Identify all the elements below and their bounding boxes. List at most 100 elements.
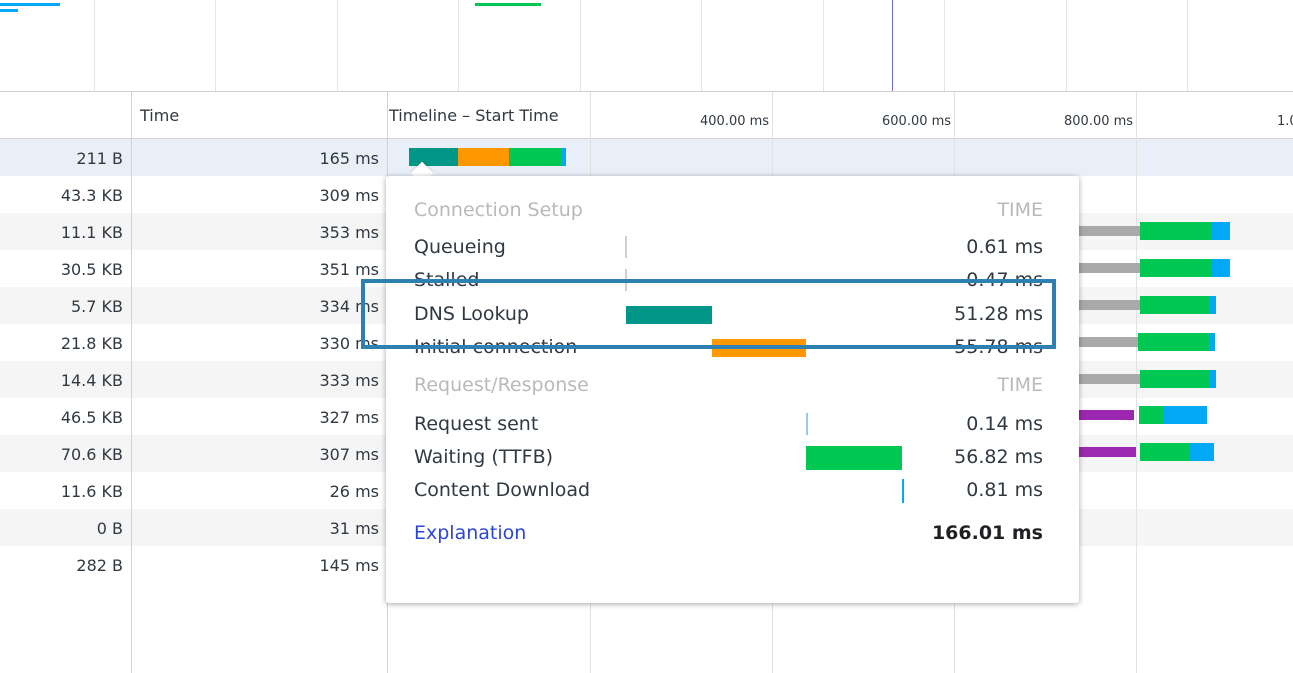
dns-lookup-highlight-box — [361, 279, 1056, 349]
waterfall-download-segment — [1209, 333, 1215, 351]
waterfall-waiting-segment — [1140, 296, 1210, 314]
overview-gridline — [580, 0, 581, 91]
size-cell: 211 B — [76, 149, 123, 168]
time-cell: 351 ms — [319, 260, 379, 279]
overview-request-bar — [0, 3, 60, 6]
time-cell: 334 ms — [319, 297, 379, 316]
time-cell: 307 ms — [319, 445, 379, 464]
timing-value-waiting-ttfb: 56.82 ms — [954, 446, 1043, 468]
waterfall-waiting-segment — [1140, 259, 1212, 277]
size-cell: 21.8 KB — [60, 334, 123, 353]
time-column-header: TIME — [997, 199, 1043, 221]
size-cell: 70.6 KB — [60, 445, 123, 464]
timing-bar-queueing — [625, 236, 627, 258]
network-table-header: Time Timeline – Start Time 400.00 ms 600… — [0, 92, 1293, 139]
overview-divider — [0, 91, 1293, 92]
timing-popover: Connection Setup TIME Queueing 0.61 ms S… — [386, 176, 1079, 603]
timing-value-content-download: 0.81 ms — [966, 479, 1043, 501]
table-row[interactable]: 46.5 KB 327 ms — [0, 398, 1293, 435]
timeline-tick-label: 600.00 ms — [882, 114, 952, 129]
timing-value-queueing: 0.61 ms — [966, 236, 1043, 258]
time-cell: 145 ms — [319, 556, 379, 575]
size-cell: 11.1 KB — [60, 223, 123, 242]
waterfall-ssl-segment — [1079, 447, 1136, 457]
column-header-timeline[interactable]: Timeline – Start Time — [389, 106, 559, 125]
waterfall-connect-segment — [458, 148, 509, 166]
timeline-overview[interactable] — [0, 0, 1293, 91]
timing-value-request-sent: 0.14 ms — [966, 413, 1043, 435]
size-cell: 43.3 KB — [60, 186, 123, 205]
waterfall-waiting-segment — [1140, 370, 1210, 388]
overview-gridline — [823, 0, 824, 91]
overview-load-marker — [892, 0, 893, 91]
explanation-link[interactable]: Explanation — [414, 522, 527, 544]
timing-bar-waiting-ttfb — [806, 446, 902, 470]
time-cell: 353 ms — [319, 223, 379, 242]
waterfall-queue-segment — [1079, 263, 1140, 273]
table-row[interactable]: 282 B 145 ms — [0, 546, 1293, 583]
waterfall-waiting-segment — [1139, 406, 1163, 424]
overview-gridline — [215, 0, 216, 91]
waterfall-waiting-segment — [509, 148, 562, 166]
time-cell: 327 ms — [319, 408, 379, 427]
overview-request-bar — [0, 9, 18, 12]
waterfall-download-segment — [1163, 406, 1207, 424]
time-cell: 165 ms — [319, 149, 379, 168]
timing-label-request-sent: Request sent — [414, 413, 539, 435]
time-column-header: TIME — [997, 374, 1043, 396]
timing-bar-content-download — [902, 479, 904, 503]
waterfall-download-segment — [1212, 259, 1230, 277]
waterfall-download-segment — [1212, 222, 1230, 240]
time-cell: 309 ms — [319, 186, 379, 205]
waterfall-queue-segment — [1079, 226, 1140, 236]
waterfall-queue-segment — [1079, 300, 1140, 310]
size-cell: 14.4 KB — [60, 371, 123, 390]
waterfall-download-segment — [562, 148, 566, 166]
table-row[interactable]: 11.6 KB 26 ms — [0, 472, 1293, 509]
size-cell: 5.7 KB — [71, 297, 123, 316]
table-row[interactable]: 43.3 KB 309 ms — [0, 176, 1293, 213]
column-divider[interactable] — [131, 92, 132, 673]
size-cell: 282 B — [76, 556, 123, 575]
waterfall-dns-segment — [409, 148, 458, 166]
overview-gridline — [701, 0, 702, 91]
time-cell: 26 ms — [329, 482, 379, 501]
timeline-tick-label: 1.0 — [1277, 114, 1293, 129]
total-time: 166.01 ms — [931, 522, 1043, 544]
size-cell: 30.5 KB — [60, 260, 123, 279]
overview-gridline — [944, 0, 945, 91]
overview-gridline — [94, 0, 95, 91]
waterfall-waiting-segment — [1140, 443, 1189, 461]
section-title-request-response: Request/Response — [414, 374, 589, 396]
time-cell: 31 ms — [329, 519, 379, 538]
waterfall-queue-segment — [1079, 374, 1140, 384]
section-title-connection-setup: Connection Setup — [414, 199, 583, 221]
waterfall-waiting-segment — [1138, 333, 1209, 351]
waterfall-download-segment — [1210, 296, 1216, 314]
timing-label-queueing: Queueing — [414, 236, 506, 258]
size-cell: 11.6 KB — [60, 482, 123, 501]
timing-label-dns-lookup: DNS Lookup — [414, 303, 529, 325]
timeline-tick-label: 400.00 ms — [700, 114, 770, 129]
column-header-time[interactable]: Time — [140, 106, 180, 125]
waterfall-waiting-segment — [1140, 222, 1212, 240]
overview-gridline — [337, 0, 338, 91]
table-row[interactable]: 30.5 KB 351 ms — [0, 250, 1293, 287]
overview-gridline — [1066, 0, 1067, 91]
timing-bar-dns-lookup — [626, 306, 712, 324]
timing-label-content-download: Content Download — [414, 479, 591, 501]
overview-gridline — [1187, 0, 1188, 91]
waterfall-ssl-segment — [1079, 410, 1134, 420]
timing-bar-request-sent — [806, 413, 808, 435]
timing-label-waiting-ttfb: Waiting (TTFB) — [414, 446, 554, 468]
waterfall-download-segment — [1210, 370, 1216, 388]
size-cell: 46.5 KB — [60, 408, 123, 427]
overview-gridline — [458, 0, 459, 91]
timeline-tick-label: 800.00 ms — [1064, 114, 1134, 129]
size-cell: 0 B — [96, 519, 123, 538]
waterfall-download-segment — [1189, 443, 1214, 461]
timing-value-dns-lookup: 51.28 ms — [954, 303, 1043, 325]
overview-request-bar — [475, 3, 541, 6]
time-cell: 330 ms — [319, 334, 379, 353]
table-row[interactable]: 211 B 165 ms — [0, 139, 1293, 176]
